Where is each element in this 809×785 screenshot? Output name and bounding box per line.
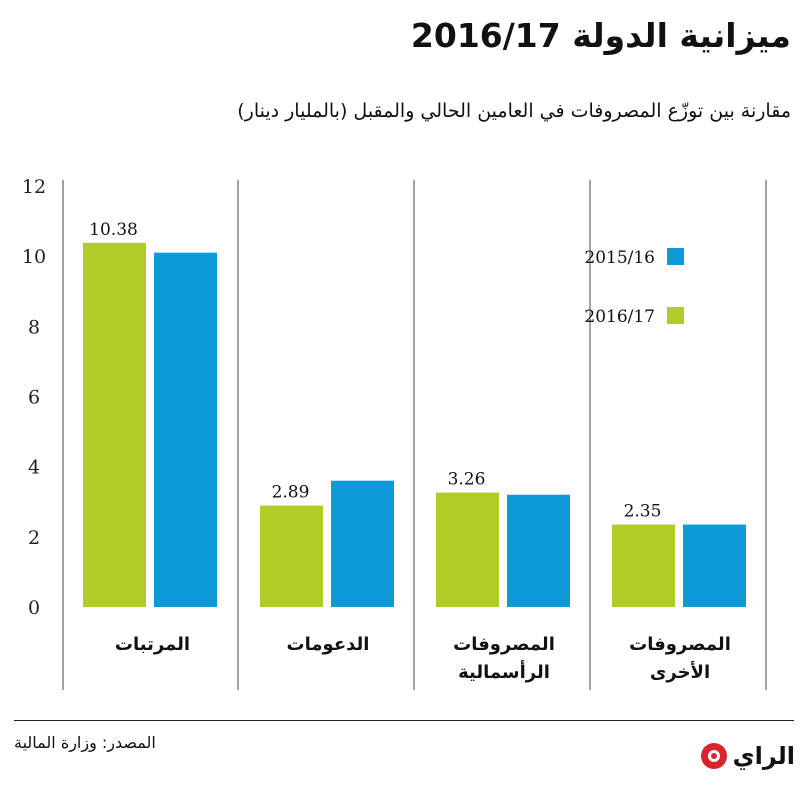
- bar-2015-16-1: [331, 480, 394, 607]
- y-tick-label: 8: [28, 316, 40, 338]
- bar-2016-17-1: [260, 505, 323, 607]
- footer-divider: [14, 720, 794, 721]
- source-note: المصدر: وزارة المالية: [14, 733, 156, 752]
- bar-2016-17-3: [612, 524, 675, 607]
- category-label: الرأسمالية: [458, 660, 550, 683]
- category-label: المرتبات: [115, 634, 190, 655]
- logo-text: الراي: [732, 742, 796, 770]
- bar-2015-16-3: [683, 524, 746, 607]
- y-tick-label: 2: [28, 527, 40, 549]
- data-label: 2.35: [624, 502, 662, 522]
- y-tick-label: 10: [22, 246, 46, 268]
- category-label: المصروفات: [453, 634, 555, 655]
- category-label: الأخرى: [650, 661, 710, 683]
- data-label: 3.26: [448, 470, 486, 490]
- bar-2016-17-2: [436, 492, 499, 607]
- y-tick-label: 0: [28, 597, 40, 619]
- data-label: 10.38: [89, 220, 138, 240]
- y-tick-label: 4: [28, 457, 40, 479]
- logo-mark-icon: [700, 743, 727, 769]
- category-label: الدعومات: [287, 634, 370, 655]
- bar-2015-16-2: [507, 494, 570, 607]
- legend-label: 2016/17: [584, 307, 655, 327]
- category-label: المصروفات: [629, 634, 731, 655]
- bar-chart: 0 2 4 6 8 10 12 10.38 المرتبات 2.89 الدعومات 3.26 ال…: [22, 176, 767, 690]
- y-tick-label: 6: [28, 387, 40, 409]
- data-label: 2.89: [272, 483, 310, 503]
- page-subtitle: مقارنة بين توزّع المصروفات في العامين ال…: [237, 100, 791, 122]
- brand-logo: الراي: [700, 738, 796, 774]
- y-tick-label: 12: [22, 176, 46, 198]
- bar-2015-16-0: [154, 252, 217, 608]
- legend-swatch-0: [667, 307, 684, 324]
- page-title: ميزانية الدولة 2016/17: [410, 16, 791, 55]
- legend-swatch-1: [667, 248, 684, 265]
- legend-label: 2015/16: [584, 248, 655, 268]
- bar-2016-17-0: [83, 242, 146, 607]
